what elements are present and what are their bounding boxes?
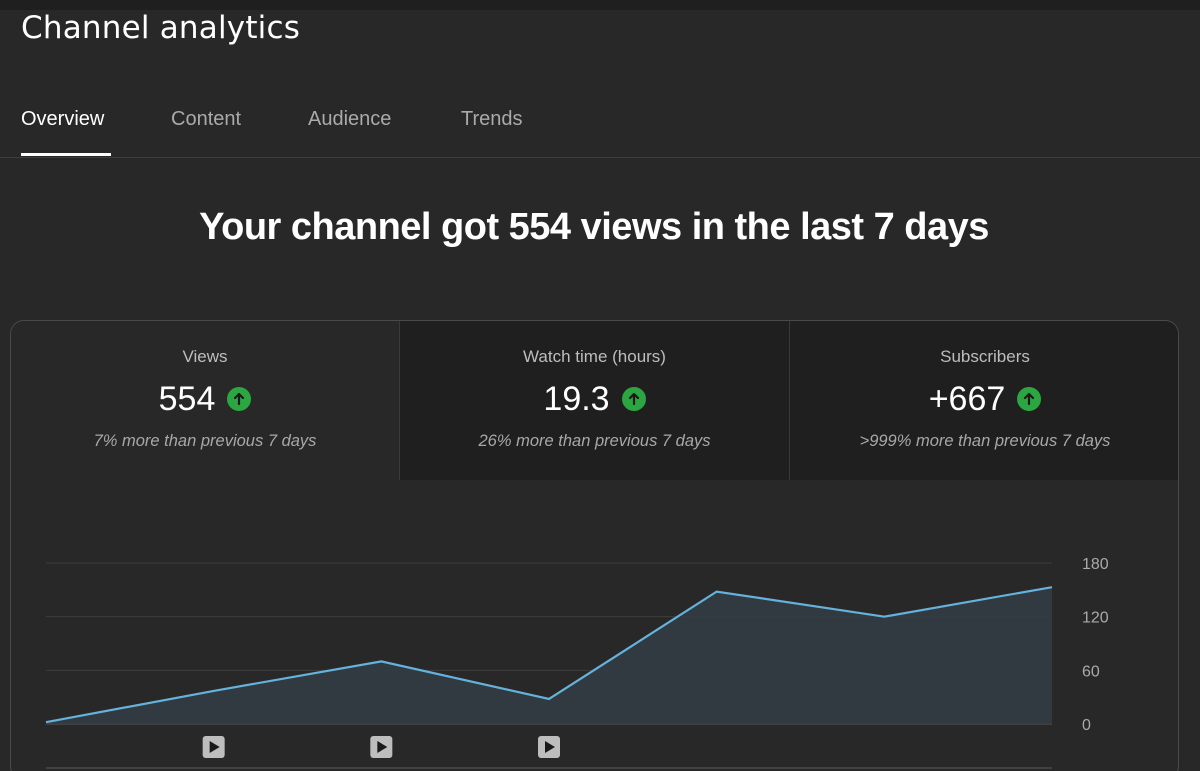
metric-tab-subscribers[interactable]: Subscribers +667 >999% more than previou… (790, 321, 1178, 480)
arrow-up-icon (621, 387, 646, 411)
metric-change: 7% more than previous 7 days (93, 432, 317, 450)
tab-overview[interactable]: Overview (21, 108, 105, 130)
arrow-up-icon (227, 387, 252, 411)
video-marker[interactable] (370, 736, 393, 758)
metric-change: >999% more than previous 7 days (859, 432, 1111, 450)
series-line (45, 586, 1053, 724)
top-bar (0, 0, 1200, 10)
metric-tabs: Views 554 7% more than previous 7 days W… (11, 321, 1178, 480)
metric-tab-watch-time[interactable]: Watch time (hours) 19.3 26% more than pr… (400, 321, 790, 480)
tab-bar: Overview Content Audience Trends (0, 100, 1200, 158)
data-point (714, 589, 720, 595)
arrow-up-icon (1017, 387, 1042, 411)
video-marker[interactable] (202, 736, 225, 758)
tab-content[interactable]: Content (171, 108, 242, 130)
y-tick-label: 120 (1082, 610, 1109, 627)
metric-tab-views[interactable]: Views 554 7% more than previous 7 days (11, 321, 400, 480)
play-icon (545, 741, 555, 753)
metric-label: Subscribers (940, 347, 1030, 366)
data-point (1049, 584, 1055, 590)
metric-label: Watch time (hours) (523, 347, 666, 366)
series-area (46, 587, 1052, 724)
metric-value: +667 (928, 379, 1006, 418)
data-point (546, 696, 552, 702)
y-tick-label: 180 (1082, 556, 1109, 573)
summary-headline: Your channel got 554 views in the last 7… (199, 206, 989, 248)
play-icon (377, 741, 388, 753)
active-tab-indicator (21, 153, 111, 156)
page-title: Channel analytics (21, 10, 301, 46)
video-marker[interactable] (538, 736, 560, 758)
tab-trends[interactable]: Trends (461, 108, 523, 130)
metric-value: 554 (158, 379, 216, 418)
play-icon (209, 741, 220, 753)
metric-value: 19.3 (543, 379, 610, 418)
data-point (211, 688, 217, 694)
data-point (881, 614, 887, 620)
data-point (378, 658, 384, 664)
metric-change: 26% more than previous 7 days (478, 432, 711, 450)
data-point (43, 719, 49, 725)
metric-label: Views (182, 347, 228, 366)
y-tick-label: 0 (1082, 717, 1091, 734)
y-tick-label: 60 (1082, 663, 1100, 680)
tab-audience[interactable]: Audience (308, 108, 392, 130)
